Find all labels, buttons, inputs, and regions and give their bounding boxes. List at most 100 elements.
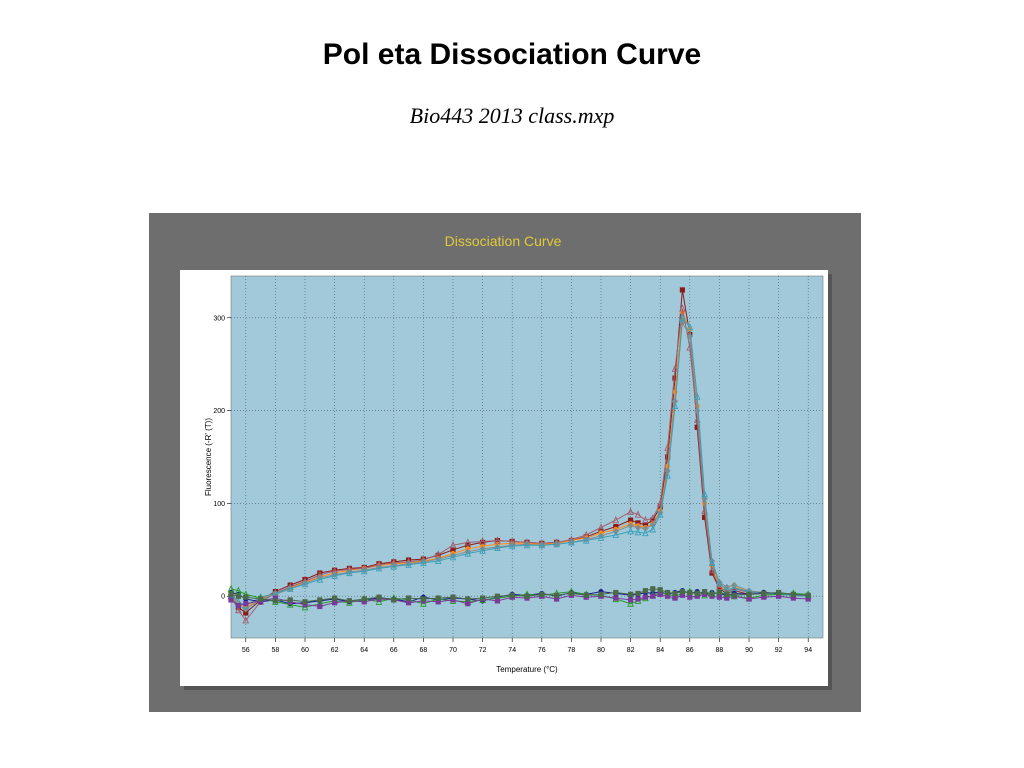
- data-point: [687, 594, 693, 600]
- data-point: [302, 599, 308, 605]
- plot-area: [230, 275, 824, 639]
- data-point: [664, 443, 671, 451]
- data-point: [627, 507, 634, 515]
- data-point: [272, 598, 278, 604]
- data-point: [790, 591, 796, 597]
- data-point: [494, 543, 501, 552]
- data-point: [405, 560, 412, 568]
- data-point: [434, 556, 442, 565]
- data-point: [450, 594, 456, 600]
- data-point: [642, 594, 648, 600]
- data-point: [406, 595, 412, 601]
- data-point: [702, 588, 708, 595]
- slide-subtitle: Bio443 2013 class.mxp: [409, 103, 615, 128]
- data-point: [731, 592, 737, 598]
- data-point: [657, 504, 663, 510]
- data-point: [702, 514, 708, 520]
- data-point: [301, 579, 309, 588]
- data-point: [664, 471, 671, 479]
- data-point: [243, 594, 249, 600]
- x-tick-label: 90: [745, 647, 753, 654]
- data-point: [494, 543, 501, 551]
- data-point: [509, 592, 515, 598]
- data-point: [465, 596, 471, 602]
- data-point: [258, 596, 264, 602]
- data-point: [539, 591, 545, 597]
- data-point: [450, 597, 456, 603]
- x-tick-label: 80: [597, 647, 605, 654]
- data-point: [672, 590, 678, 597]
- data-point: [361, 596, 367, 602]
- data-point: [479, 546, 486, 554]
- data-point: [671, 401, 679, 409]
- data-point: [508, 541, 516, 550]
- data-point: [523, 540, 531, 549]
- data-point: [657, 587, 663, 593]
- data-point: [227, 584, 235, 592]
- data-point: [449, 540, 457, 549]
- gridlines: [231, 276, 823, 638]
- data-point: [642, 528, 649, 537]
- data-point: [761, 590, 767, 597]
- data-point: [598, 591, 604, 597]
- data-point: [628, 517, 634, 523]
- data-point: [627, 527, 634, 535]
- x-tick-label: 92: [775, 647, 783, 654]
- data-point: [679, 304, 686, 312]
- data-point: [635, 590, 641, 597]
- data-point: [612, 530, 620, 539]
- data-point: [761, 594, 767, 600]
- x-tick-label: 62: [331, 647, 339, 654]
- slide-title: Pol eta Dissociation Curve: [322, 38, 702, 71]
- data-point: [686, 322, 694, 331]
- data-point: [243, 601, 249, 607]
- data-point: [701, 489, 708, 498]
- x-tick-label: 76: [538, 647, 546, 654]
- data-point: [435, 552, 441, 558]
- x-tick-label: 58: [272, 647, 280, 654]
- data-point: [671, 364, 679, 372]
- data-point: [634, 528, 642, 536]
- y-axis-label: Fluorescence (-R' (T)): [204, 418, 213, 496]
- y-tick-label: 100: [213, 501, 225, 508]
- x-tick-label: 66: [390, 647, 398, 654]
- data-point: [649, 525, 657, 533]
- series-line: [230, 316, 809, 607]
- data-point: [650, 586, 656, 592]
- data-point: [406, 557, 412, 563]
- data-point: [554, 596, 560, 602]
- data-point: [627, 599, 634, 607]
- data-point: [301, 580, 309, 587]
- data-point: [805, 592, 811, 598]
- x-tick-label: 94: [804, 647, 812, 654]
- data-point: [332, 567, 338, 573]
- data-point: [272, 595, 278, 601]
- x-tick-label: 74: [508, 647, 516, 654]
- data-point: [679, 287, 685, 293]
- data-point: [568, 590, 574, 597]
- data-point: [613, 589, 619, 596]
- data-point: [642, 522, 648, 528]
- data-point: [420, 558, 427, 566]
- data-point: [746, 596, 752, 602]
- data-point: [672, 595, 678, 601]
- data-point: [316, 575, 324, 583]
- data-point: [628, 597, 634, 603]
- data-point: [465, 601, 471, 607]
- data-point: [694, 407, 701, 414]
- data-point: [464, 538, 472, 546]
- data-point: [694, 593, 700, 599]
- data-point: [635, 596, 641, 602]
- data-point: [376, 594, 382, 600]
- data-point: [302, 601, 308, 608]
- data-point: [302, 576, 308, 583]
- data-point: [649, 514, 657, 522]
- axis-ticks: 56 58 60 62 64 66 68 70 72 74 76 78 80 82 84 86 88 90 92 94…: [213, 315, 812, 654]
- x-tick-label: 88: [716, 647, 724, 654]
- data-point: [628, 591, 634, 597]
- data-point: [464, 549, 472, 557]
- data-point: [391, 597, 397, 603]
- data-point: [634, 524, 642, 531]
- data-point: [679, 588, 685, 595]
- data-point: [642, 588, 648, 594]
